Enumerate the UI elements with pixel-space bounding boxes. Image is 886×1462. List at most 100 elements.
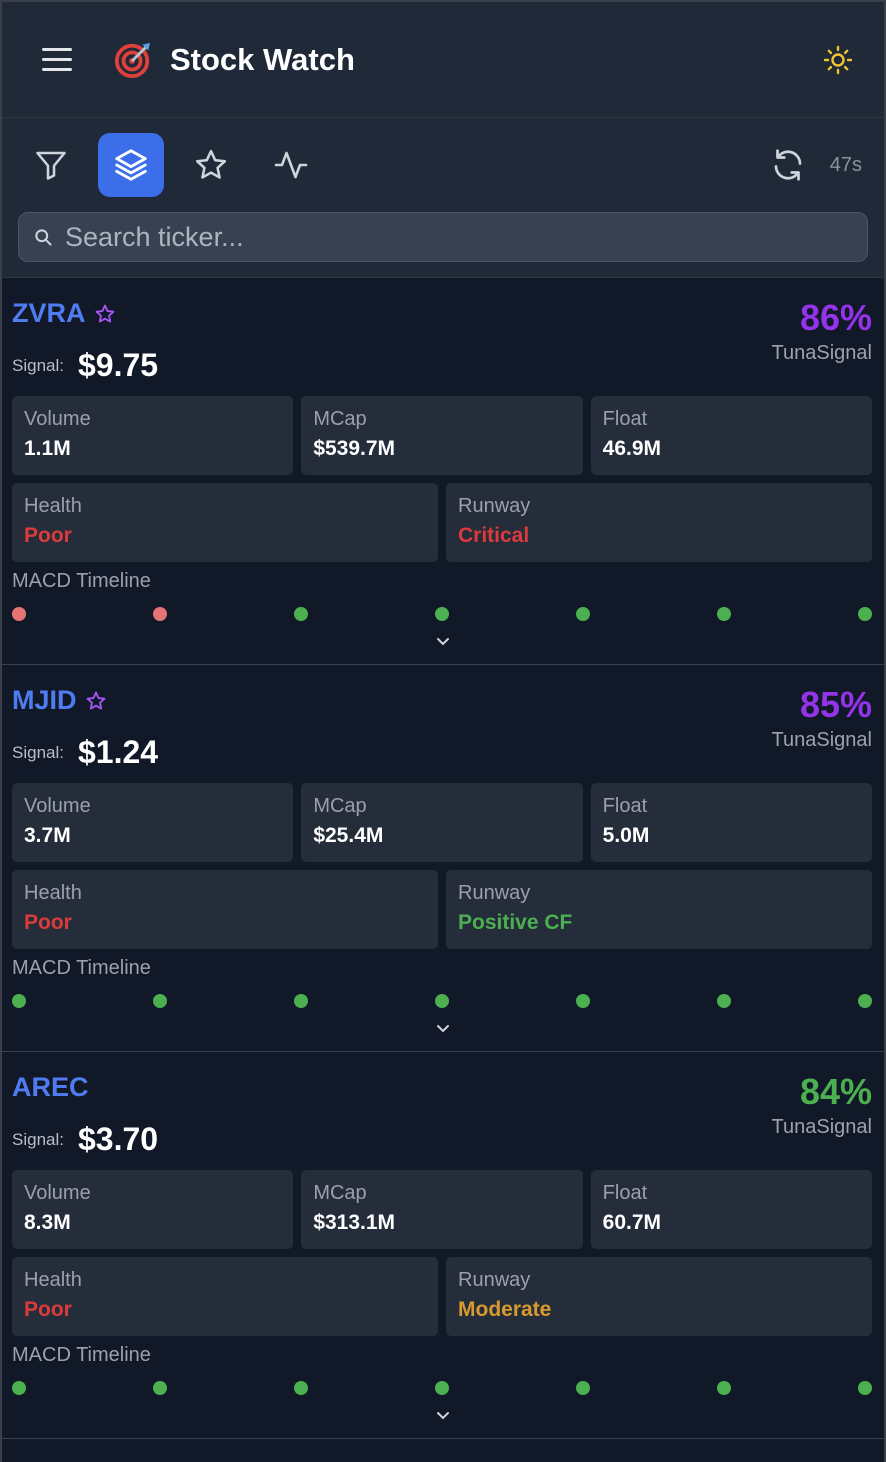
metric-label: Volume [24,1182,91,1204]
macd-dot-green [858,607,872,621]
macd-dot-green [435,1381,449,1395]
tuna-score: 85% [799,684,872,725]
macd-dot-green [858,994,872,1008]
target-icon [114,42,151,78]
macd-dot-green [12,994,26,1008]
refresh-icon[interactable] [768,145,808,185]
metric-label: Float [602,1182,648,1204]
layers-icon[interactable] [98,133,164,197]
macd-dot-green [153,994,167,1008]
stock-list: ZVRA Signal: $9.75 86% TunaSignal Volume… [2,278,884,1439]
tuna-score-label: TunaSignal [771,729,872,751]
search-input[interactable] [65,221,867,253]
chevron-down-icon[interactable] [435,1410,451,1422]
metric-label: MCap [313,408,367,430]
signal-label: Signal: [12,742,64,762]
filter-icon[interactable] [18,133,84,197]
volume-metric: Volume 8.3M [12,1170,294,1249]
signal-price: $9.75 [77,347,159,383]
ticker-symbol[interactable]: ZVRA [12,298,86,328]
signal-price: $1.24 [77,734,159,770]
macd-timeline [12,1373,872,1403]
mcap-value: $25.4M [313,824,384,847]
favorite-star-icon[interactable] [94,303,116,325]
sun-icon[interactable] [820,42,856,78]
macd-dot-green [294,607,308,621]
float-value: 46.9M [602,437,662,460]
mcap-metric: MCap $313.1M [301,1170,583,1249]
star-icon[interactable] [178,133,244,197]
metric-label: MCap [313,795,367,817]
health-metric: Health Poor [12,483,438,562]
macd-dot-green [294,1381,308,1395]
metric-label: Runway [458,1269,531,1291]
macd-dot-green [153,1381,167,1395]
macd-dot-green [717,994,731,1008]
search-icon [35,229,52,246]
metric-label: Health [24,1269,82,1291]
macd-dot-green [717,1381,731,1395]
volume-metric: Volume 3.7M [12,783,294,862]
chevron-down-icon[interactable] [435,636,451,648]
health-value: Poor [24,911,72,934]
macd-label: MACD Timeline [12,1344,151,1366]
macd-dot-green [435,607,449,621]
macd-dot-green [576,607,590,621]
mcap-value: $539.7M [313,437,396,460]
macd-label: MACD Timeline [12,570,151,592]
chevron-down-icon[interactable] [435,1023,451,1035]
metric-label: Float [602,408,648,430]
metric-label: Float [602,795,648,817]
runway-value: Positive CF [458,911,573,934]
float-value: 60.7M [602,1211,662,1234]
float-value: 5.0M [602,824,650,847]
macd-dot-green [12,1381,26,1395]
metric-label: Health [24,882,82,904]
hamburger-icon[interactable] [42,44,74,76]
macd-dot-red [12,607,26,621]
macd-dot-green [576,994,590,1008]
mcap-metric: MCap $539.7M [301,396,583,475]
tuna-score-label: TunaSignal [771,342,872,364]
runway-value: Critical [458,524,530,547]
ticker-symbol[interactable]: AREC [12,1072,89,1102]
metric-label: Health [24,495,82,517]
health-metric: Health Poor [12,870,438,949]
metric-label: Volume [24,795,91,817]
stock-card[interactable]: ZVRA Signal: $9.75 86% TunaSignal Volume… [2,278,884,665]
signal-label: Signal: [12,1129,64,1149]
float-metric: Float 46.9M [590,396,872,475]
macd-dot-red [153,607,167,621]
stock-card[interactable]: MJID Signal: $1.24 85% TunaSignal Volume… [2,665,884,1052]
volume-value: 1.1M [24,437,71,460]
macd-dot-green [717,607,731,621]
macd-dot-green [294,994,308,1008]
health-value: Poor [24,1298,72,1321]
runway-metric: Runway Positive CF [446,870,872,949]
refresh-timer: 47s [829,153,862,176]
app-header: Stock Watch [2,2,884,118]
health-value: Poor [24,524,72,547]
activity-icon[interactable] [258,133,324,197]
macd-timeline [12,599,872,629]
stock-card[interactable]: AREC Signal: $3.70 84% TunaSignal Volume… [2,1052,884,1439]
health-metric: Health Poor [12,1257,438,1336]
float-metric: Float 60.7M [590,1170,872,1249]
signal-price: $3.70 [77,1121,159,1157]
mcap-metric: MCap $25.4M [301,783,583,862]
tuna-score: 86% [799,297,872,338]
metric-label: MCap [313,1182,367,1204]
runway-metric: Runway Critical [446,483,872,562]
runway-value: Moderate [458,1298,552,1321]
volume-value: 3.7M [24,824,71,847]
favorite-star-icon[interactable] [85,690,107,712]
signal-label: Signal: [12,355,64,375]
metric-label: Runway [458,882,531,904]
mcap-value: $313.1M [313,1211,396,1234]
macd-label: MACD Timeline [12,957,151,979]
ticker-symbol[interactable]: MJID [12,685,77,715]
macd-timeline [12,986,872,1016]
toolbar: 47s [2,118,884,278]
runway-metric: Runway Moderate [446,1257,872,1336]
